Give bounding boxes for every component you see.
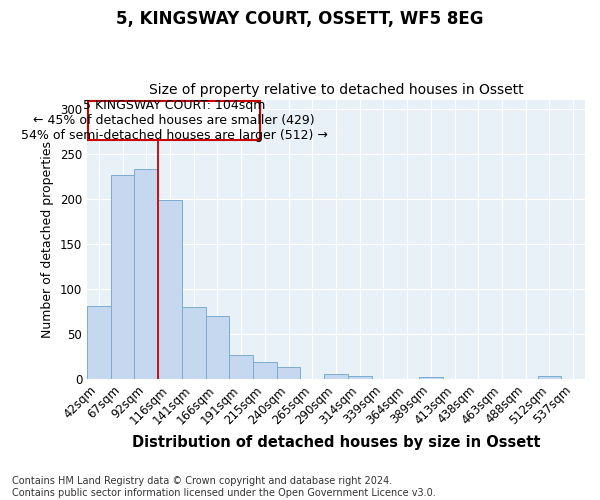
Bar: [277, 367, 301, 379]
Bar: [182, 307, 206, 379]
Title: Size of property relative to detached houses in Ossett: Size of property relative to detached ho…: [149, 83, 523, 97]
Bar: [206, 316, 229, 379]
Bar: [253, 362, 277, 379]
Bar: [324, 374, 348, 379]
Bar: [538, 376, 561, 379]
Bar: [229, 354, 253, 379]
Y-axis label: Number of detached properties: Number of detached properties: [41, 140, 55, 338]
FancyBboxPatch shape: [88, 102, 260, 140]
Bar: [158, 200, 182, 379]
Bar: [348, 376, 371, 379]
Bar: [111, 176, 134, 379]
Text: 5 KINGSWAY COURT: 104sqm
← 45% of detached houses are smaller (429)
54% of semi-: 5 KINGSWAY COURT: 104sqm ← 45% of detach…: [21, 99, 328, 142]
Bar: [419, 377, 443, 379]
Text: Contains HM Land Registry data © Crown copyright and database right 2024.
Contai: Contains HM Land Registry data © Crown c…: [12, 476, 436, 498]
Bar: [87, 306, 111, 379]
Text: 5, KINGSWAY COURT, OSSETT, WF5 8EG: 5, KINGSWAY COURT, OSSETT, WF5 8EG: [116, 10, 484, 28]
Bar: [134, 169, 158, 379]
X-axis label: Distribution of detached houses by size in Ossett: Distribution of detached houses by size …: [132, 435, 540, 450]
